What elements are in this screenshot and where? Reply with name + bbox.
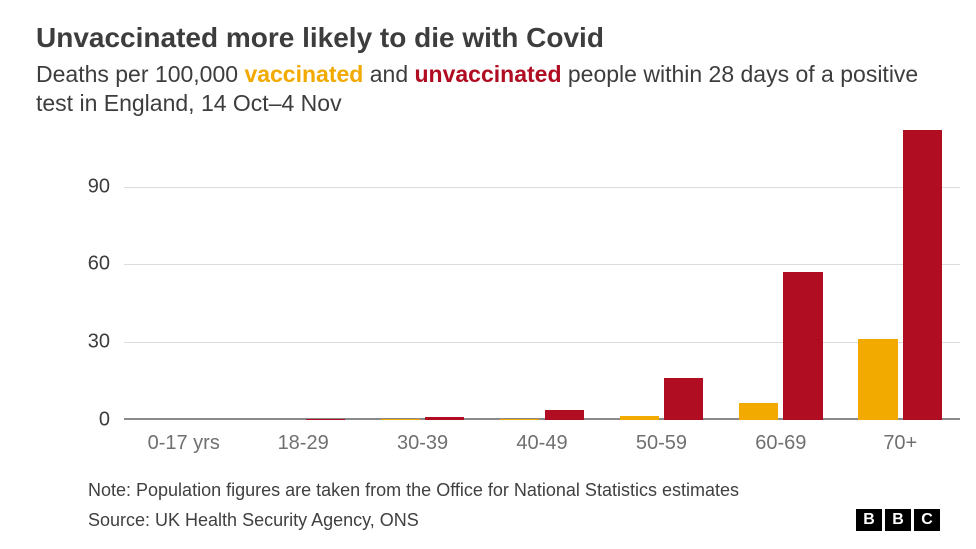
bar-unvaccinated [664, 378, 703, 419]
y-tick-label: 30 [88, 331, 124, 354]
x-tick-label: 50-59 [636, 420, 687, 455]
plot-area: 03060900-17 yrs18-2930-3940-4950-5960-69… [124, 130, 960, 420]
footer-row: Source: UK Health Security Agency, ONS B… [88, 509, 940, 531]
chart-footer: Note: Population figures are taken from … [0, 480, 976, 531]
chart-title: Unvaccinated more likely to die with Cov… [36, 22, 940, 54]
footer-source: Source: UK Health Security Agency, ONS [88, 510, 419, 531]
subtitle-vaccinated-word: vaccinated [244, 61, 363, 87]
bar-vaccinated [858, 339, 897, 419]
y-tick-label: 60 [88, 253, 124, 276]
footer-note: Note: Population figures are taken from … [88, 480, 940, 501]
bbc-logo-letter: B [856, 509, 882, 531]
subtitle-mid: and [363, 61, 414, 87]
x-tick-label: 0-17 yrs [148, 420, 220, 455]
y-tick-label: 0 [99, 408, 124, 431]
bbc-logo: B B C [856, 509, 940, 531]
subtitle-unvaccinated-word: unvaccinated [415, 61, 562, 87]
x-tick-label: 70+ [883, 420, 917, 455]
bar-unvaccinated [903, 130, 942, 420]
gridline [124, 187, 960, 188]
bar-vaccinated [739, 403, 778, 420]
bar-unvaccinated [783, 272, 822, 420]
x-tick-label: 40-49 [516, 420, 567, 455]
x-tick-label: 30-39 [397, 420, 448, 455]
chart-subtitle: Deaths per 100,000 vaccinated and unvacc… [36, 60, 940, 118]
bar-unvaccinated [545, 410, 584, 420]
bbc-logo-letter: B [885, 509, 911, 531]
x-tick-label: 60-69 [755, 420, 806, 455]
bbc-logo-letter: C [914, 509, 940, 531]
y-tick-label: 90 [88, 175, 124, 198]
subtitle-pre: Deaths per 100,000 [36, 61, 244, 87]
gridline [124, 264, 960, 265]
gridline [124, 342, 960, 343]
x-tick-label: 18-29 [278, 420, 329, 455]
chart-frame: Unvaccinated more likely to die with Cov… [0, 0, 976, 549]
